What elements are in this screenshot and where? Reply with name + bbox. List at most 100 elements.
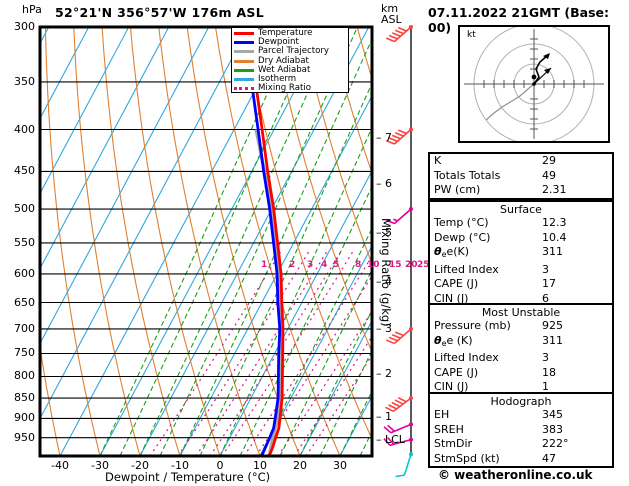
temperature-tick-0: 0 [216,459,224,472]
temperature-tick-10: 10 [253,459,267,472]
skewt-plot-canvas [38,25,413,478]
indices-panel: K 29 Totals Totals 49 PW (cm) 2.31 [428,152,614,200]
surface-key: Temp (°C) [434,216,489,229]
mixing-ratio-label-1: 1 [261,259,268,270]
pressure-tick-900: 900 [14,411,35,425]
station-title: 52°21'N 356°57'W 176m ASL [55,5,264,20]
x-axis-title: Dewpoint / Temperature (°C) [105,470,271,484]
unstable-value: 18 [542,365,556,379]
surface-value: 10.4 [542,230,567,244]
legend-swatch [234,50,254,54]
indices-row: PW (cm) 2.31 [430,183,612,198]
legend-item: Wet Adiabat [234,64,346,75]
mixing-ratio-label-5: 5 [333,259,340,270]
surface-key: CIN (J) [434,291,469,305]
hodostats-row: EH 345 [430,408,612,423]
indices-value: 2.31 [542,183,567,196]
hodostats-value: 345 [542,408,563,421]
temperature-tick--10: -10 [171,459,189,472]
surface-key: CAPE (J) [434,277,479,290]
unstable-row: Lifted Index 3 [430,351,612,366]
mixing-ratio-label-10: 10 [367,259,380,270]
surface-key: Lifted Index [434,262,499,276]
side-panel: 07.11.2022 21GMT (Base: 00) [420,0,629,486]
hodostats-row: StmDir 222° [430,437,612,452]
height-tick-7: – 7 [376,131,392,145]
unstable-key: CAPE (J) [434,365,479,379]
temperature-tick--40: -40 [51,459,69,472]
legend-item: Parcel Trajectory [234,47,346,56]
indices-value: 29 [542,154,556,167]
legend-swatch [234,59,254,63]
pressure-tick-650: 650 [14,295,35,309]
pressure-tick-700: 700 [14,321,35,335]
indices-value: 49 [542,168,556,182]
unstable-key: CIN (J) [434,380,469,393]
height-tick-6: – 6 [376,176,392,190]
hodograph-unit-label: kt [466,30,477,40]
legend-item: Dry Adiabat [234,56,346,66]
hodostats-key: EH [434,408,450,421]
copyright-text: © weatheronline.co.uk [438,468,593,482]
hodostats-value: 222° [542,437,569,450]
mixing-ratio-label-15: 15 [389,259,402,270]
hodostats-row: StmSpd (kt) 47 [430,452,612,467]
legend-swatch [234,41,254,45]
hodostats-key: SREH [434,422,464,436]
unstable-value: 925 [542,319,563,332]
pressure-tick-800: 800 [14,369,35,383]
indices-row: Totals Totals 49 [430,169,612,184]
lcl-marker-label: – LCL [376,432,405,446]
pressure-tick-550: 550 [14,235,35,249]
unstable-key: Pressure (mb) [434,319,511,332]
indices-key: PW (cm) [434,183,481,196]
legend-label: Parcel Trajectory [258,46,329,57]
datetime-label: 07.11.2022 21GMT (Base: 00) [428,5,609,35]
mixing-ratio-label-20: 20 [405,259,418,270]
surface-value: 17 [542,277,556,290]
mixing-ratio-label-8: 8 [355,259,362,270]
temperature-tick--30: -30 [91,459,109,472]
height-tick-2: – 2 [376,367,392,381]
legend-label: Isotherm [258,74,297,85]
legend-label: Dewpoint [258,37,299,48]
surface-value: 6 [542,291,549,305]
mixing-ratio-label-2: 2 [289,259,296,270]
surface-row: Lifted Index 3 [430,263,612,278]
surface-value: 12.3 [542,216,567,229]
pressure-axis-unit: hPa [22,3,42,16]
legend-label: Wet Adiabat [258,64,311,75]
hodostats-value: 383 [542,422,563,436]
legend-swatch [234,87,254,91]
mixing-ratio-label-3: 3 [307,259,314,270]
legend: Temperature Dewpoint Parcel Trajectory Dry … [231,27,349,93]
temperature-tick-20: 20 [293,459,307,472]
surface-row: Dewp (°C) 10.4 [430,231,612,246]
hodostats-key: StmSpd (kt) [434,451,500,465]
height-tick-1: – 1 [376,410,392,424]
indices-row: K 29 [430,154,612,169]
unstable-row: θee (K) 311 [430,334,612,352]
hodostats-title: Hodograph [490,395,552,408]
skewt-diagram: hPa 52°21'N 356°57'W 176m ASL km ASL 300… [14,3,430,484]
height-tick-5: – 5 [376,226,392,240]
legend-swatch [234,78,254,82]
unstable-value: 311 [542,333,563,347]
pressure-tick-300: 300 [14,20,35,33]
most-unstable-panel: Most Unstable Pressure (mb) 925 θee (K) 311 L… [428,303,614,397]
pressure-tick-400: 400 [14,122,35,136]
legend-item: Temperature [234,29,346,38]
indices-key: K [434,154,442,167]
pressure-tick-750: 750 [14,346,35,360]
unstable-title: Most Unstable [481,306,561,319]
legend-item: Isotherm [234,75,346,84]
pressure-tick-950: 950 [14,430,35,444]
surface-row: θee(K) 311 [430,245,612,263]
height-tick-3: – 3 [376,321,392,335]
hodograph-stats-panel: Hodograph EH 345 SREH 383 StmDir 222° StmSpd (k… [428,392,614,468]
surface-key: Dewp (°C) [434,230,491,244]
mixing-ratio-label-25: 25 [417,259,430,270]
legend-label: Temperature [258,28,313,39]
mixing-ratio-label-4: 4 [321,259,328,270]
surface-value: 311 [542,245,563,258]
